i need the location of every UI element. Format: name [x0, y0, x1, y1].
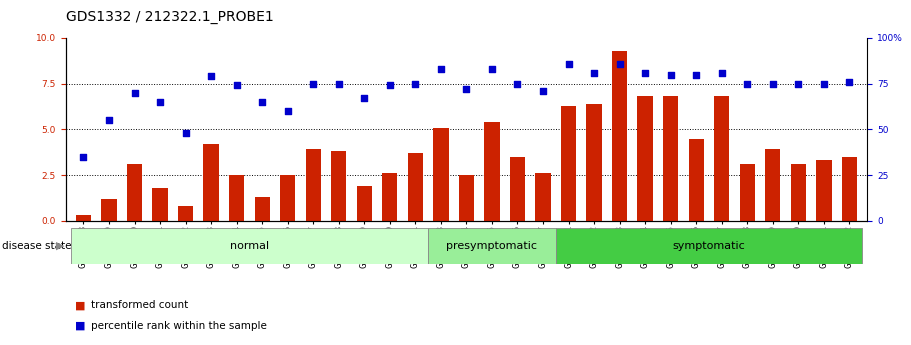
Text: ■: ■ [75, 300, 86, 310]
Bar [485, 122, 499, 221]
Point [765, 81, 780, 87]
Text: ■: ■ [75, 321, 86, 331]
Bar [71, 228, 428, 264]
Point [791, 81, 805, 87]
Point [536, 88, 550, 94]
Point [281, 108, 295, 114]
Bar [791, 164, 806, 221]
Point [128, 90, 142, 96]
Point [408, 81, 423, 87]
Point [689, 72, 703, 77]
Point [612, 61, 627, 66]
Text: symptomatic: symptomatic [672, 241, 745, 251]
Bar [740, 164, 755, 221]
Bar [842, 157, 857, 221]
Bar [331, 151, 346, 221]
Bar [383, 173, 397, 221]
Bar [459, 175, 474, 221]
Point [510, 81, 525, 87]
Bar [356, 186, 372, 221]
Point [102, 117, 117, 123]
Bar [536, 173, 550, 221]
Bar [765, 149, 781, 221]
Text: presymptomatic: presymptomatic [446, 241, 537, 251]
Point [663, 72, 678, 77]
Point [434, 66, 448, 72]
Point [306, 81, 321, 87]
Bar [638, 97, 653, 221]
Text: normal: normal [230, 241, 269, 251]
Text: disease state: disease state [2, 241, 71, 251]
Bar [101, 199, 117, 221]
Bar [561, 106, 577, 221]
Bar [408, 153, 423, 221]
Point [332, 81, 346, 87]
Bar [229, 175, 244, 221]
Bar [428, 228, 556, 264]
Point [714, 70, 729, 76]
Point [740, 81, 754, 87]
Bar [556, 228, 862, 264]
Text: transformed count: transformed count [91, 300, 189, 310]
Point [357, 96, 372, 101]
Point [383, 83, 397, 88]
Point [485, 66, 499, 72]
Point [561, 61, 576, 66]
Bar [127, 164, 142, 221]
Point [153, 99, 168, 105]
Bar [510, 157, 525, 221]
Text: GDS1332 / 212322.1_PROBE1: GDS1332 / 212322.1_PROBE1 [66, 10, 273, 24]
Point [204, 73, 219, 79]
Bar [714, 97, 730, 221]
Bar [152, 188, 168, 221]
Point [638, 70, 652, 76]
Point [587, 70, 601, 76]
Bar [689, 138, 704, 221]
Point [230, 83, 244, 88]
Bar [305, 149, 321, 221]
Bar [587, 104, 602, 221]
Point [459, 86, 474, 92]
Bar [280, 175, 295, 221]
Bar [254, 197, 270, 221]
Text: ▶: ▶ [56, 241, 64, 251]
Bar [178, 206, 193, 221]
Bar [434, 128, 448, 221]
Point [77, 154, 91, 159]
Point [255, 99, 270, 105]
Text: percentile rank within the sample: percentile rank within the sample [91, 321, 267, 331]
Bar [203, 144, 219, 221]
Point [179, 130, 193, 136]
Bar [816, 160, 832, 221]
Point [842, 79, 856, 85]
Point [816, 81, 831, 87]
Bar [76, 215, 91, 221]
Bar [612, 51, 628, 221]
Bar [663, 97, 679, 221]
